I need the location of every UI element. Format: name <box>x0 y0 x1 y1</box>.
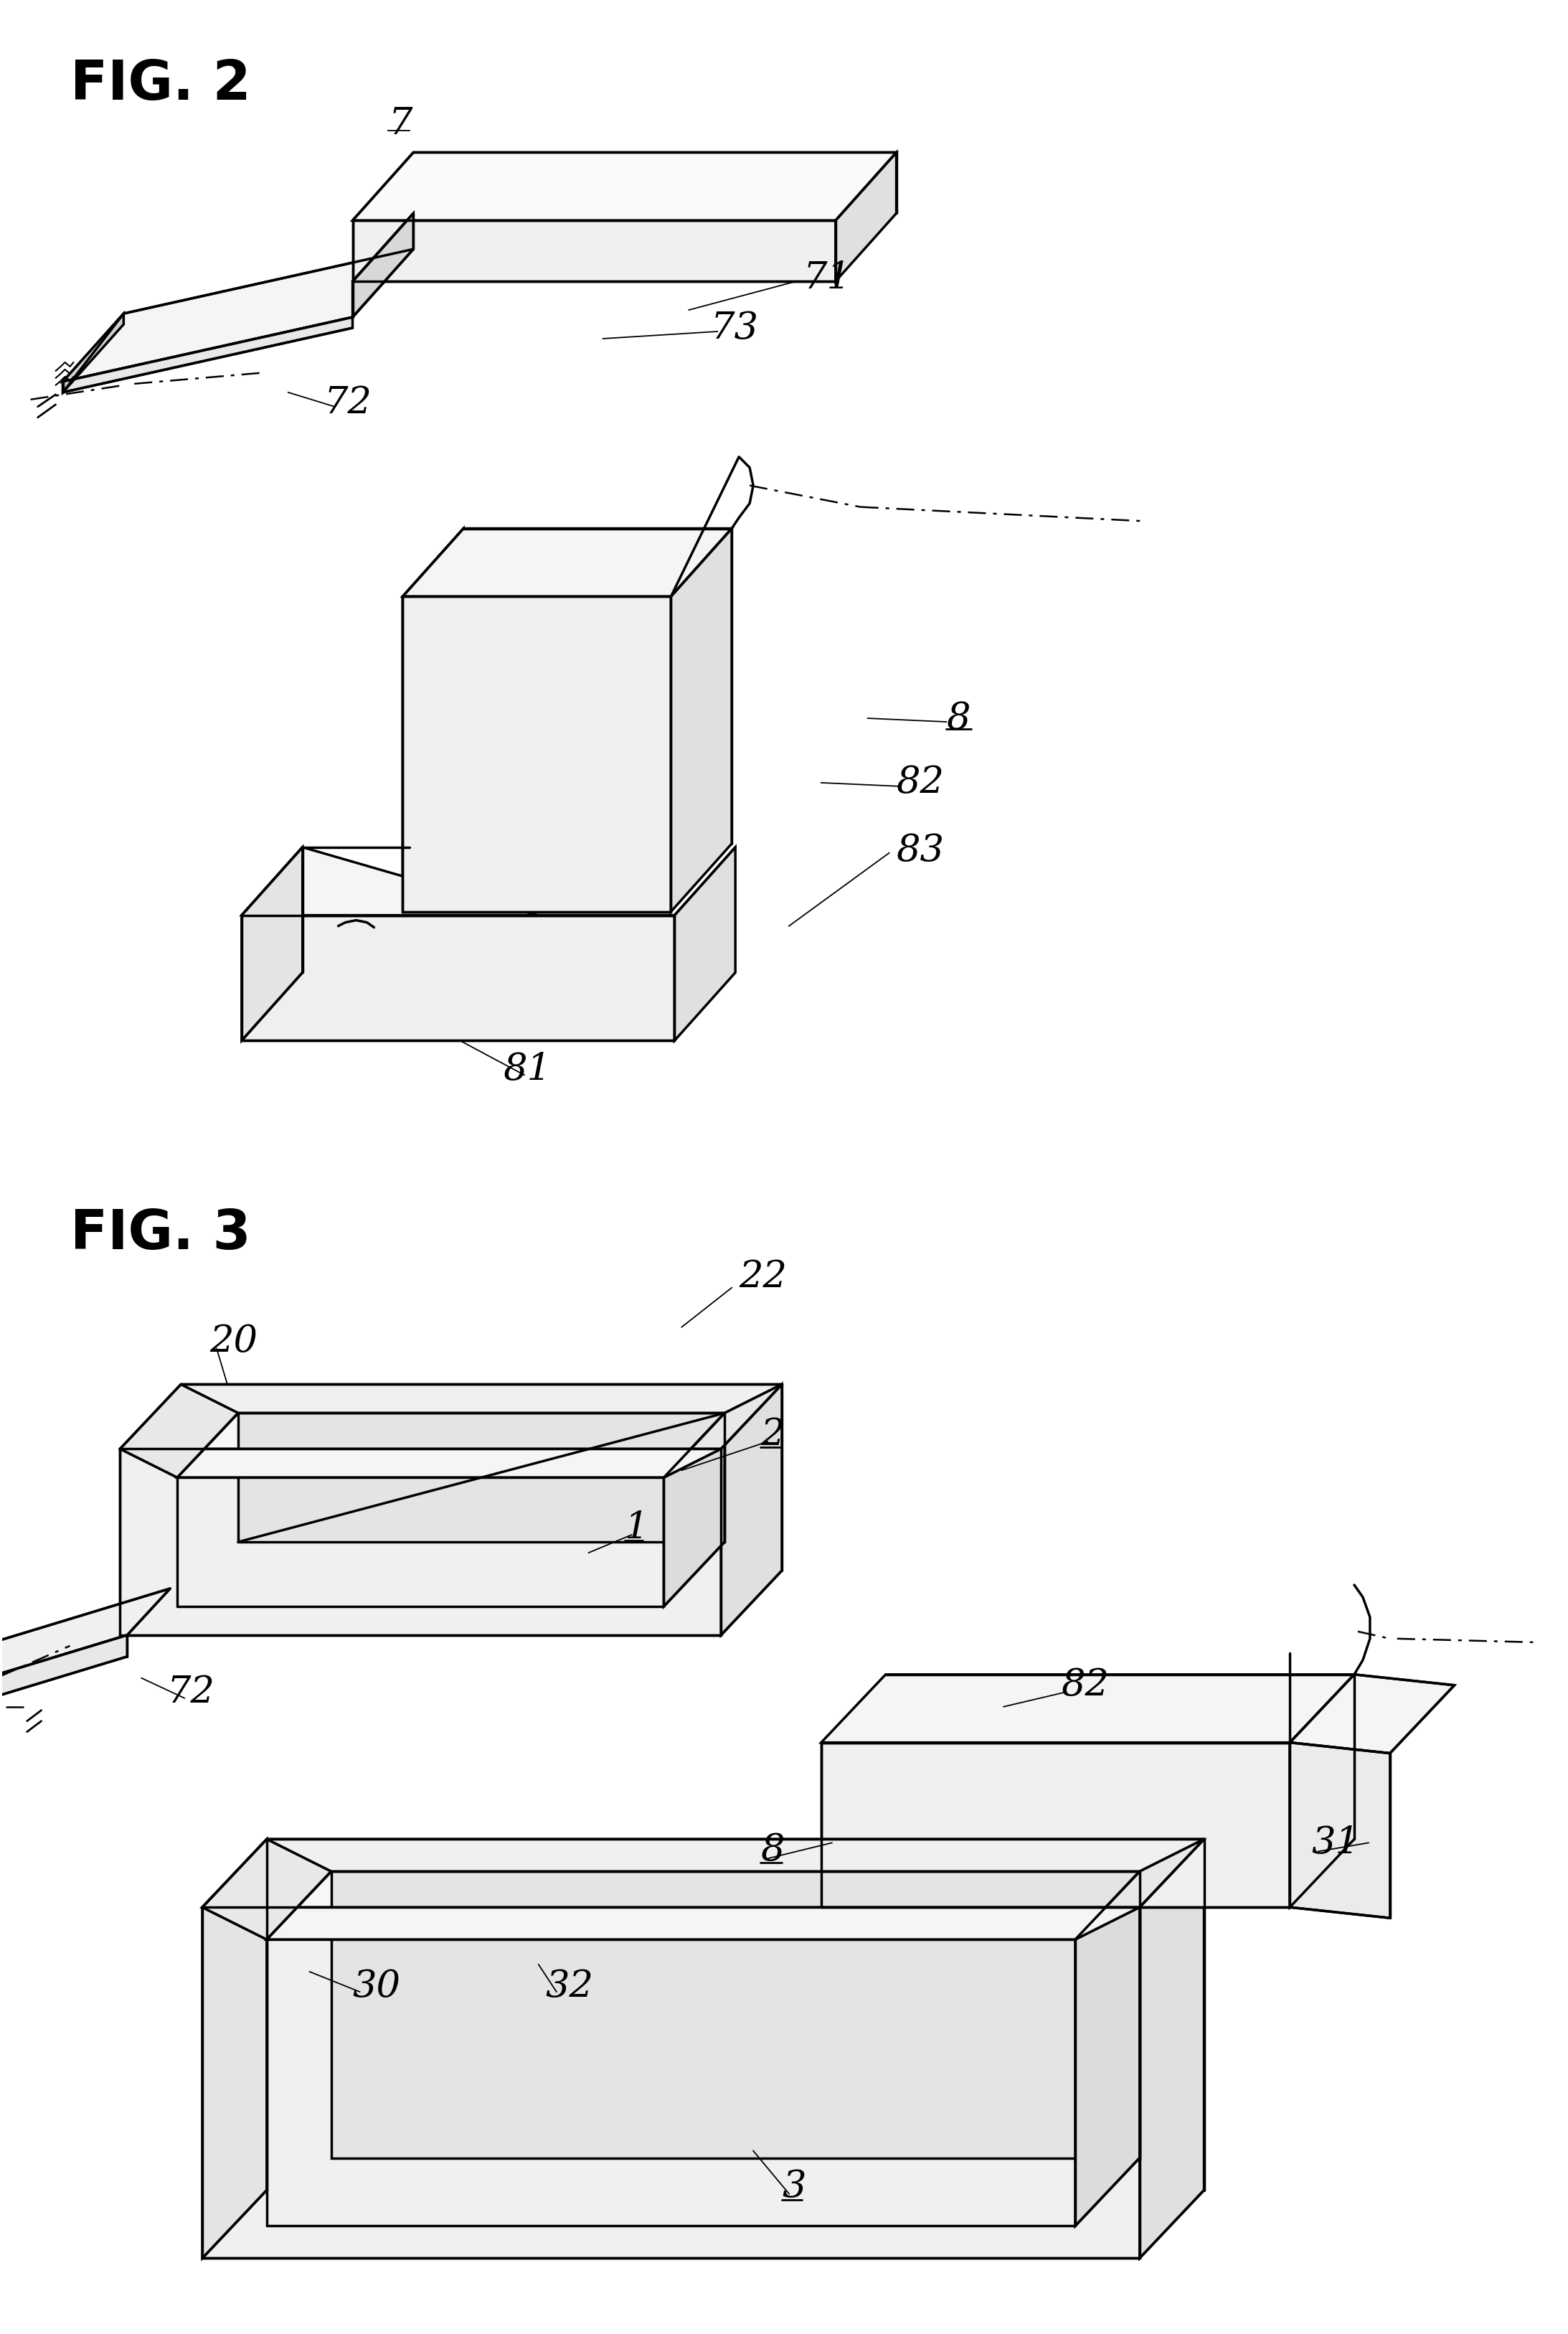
Polygon shape <box>663 1384 782 1477</box>
Text: 3: 3 <box>782 2168 806 2206</box>
Polygon shape <box>202 1839 267 2259</box>
Polygon shape <box>403 527 732 598</box>
Polygon shape <box>671 527 732 913</box>
Text: 20: 20 <box>210 1323 257 1361</box>
Text: 81: 81 <box>503 1050 550 1088</box>
Text: 31: 31 <box>1311 1825 1359 1860</box>
Polygon shape <box>238 1412 724 1543</box>
Polygon shape <box>1076 1839 1204 1940</box>
Text: 71: 71 <box>803 259 851 296</box>
Text: 7: 7 <box>389 105 412 142</box>
Polygon shape <box>267 1872 1140 1940</box>
Text: 8: 8 <box>947 700 971 738</box>
Polygon shape <box>721 1384 782 1636</box>
Polygon shape <box>353 212 414 282</box>
Text: 22: 22 <box>739 1258 787 1295</box>
Polygon shape <box>202 1907 1140 2259</box>
Polygon shape <box>241 847 303 1041</box>
Polygon shape <box>663 1412 724 1606</box>
Polygon shape <box>121 1449 721 1477</box>
Text: 72: 72 <box>325 385 372 422</box>
Polygon shape <box>63 317 353 392</box>
Text: 1: 1 <box>624 1510 649 1545</box>
Polygon shape <box>331 1872 1140 2159</box>
Text: 2: 2 <box>760 1417 784 1452</box>
Polygon shape <box>403 598 671 913</box>
Text: 82: 82 <box>897 766 944 801</box>
Text: 8: 8 <box>760 1832 784 1867</box>
Polygon shape <box>63 313 124 392</box>
Polygon shape <box>241 847 735 973</box>
Polygon shape <box>1076 1872 1140 2227</box>
Text: 82: 82 <box>1062 1666 1109 1704</box>
Polygon shape <box>177 1412 724 1477</box>
Polygon shape <box>267 1839 1204 1872</box>
Polygon shape <box>822 1743 1290 1907</box>
Polygon shape <box>63 250 414 383</box>
Polygon shape <box>202 1839 1204 1907</box>
Polygon shape <box>403 527 464 913</box>
Polygon shape <box>0 1589 169 1697</box>
Polygon shape <box>202 1839 331 1940</box>
Polygon shape <box>674 847 735 1041</box>
Text: FIG. 2: FIG. 2 <box>71 58 251 112</box>
Text: FIG. 3: FIG. 3 <box>71 1207 251 1260</box>
Polygon shape <box>180 1384 782 1412</box>
Polygon shape <box>1290 1673 1355 1907</box>
Polygon shape <box>0 1636 127 1718</box>
Polygon shape <box>241 915 674 1041</box>
Polygon shape <box>353 152 897 219</box>
Polygon shape <box>121 1449 721 1636</box>
Text: 73: 73 <box>710 310 759 345</box>
Text: 32: 32 <box>546 1968 594 2005</box>
Polygon shape <box>121 1384 238 1477</box>
Text: 72: 72 <box>166 1673 215 1711</box>
Polygon shape <box>1290 1743 1389 1919</box>
Polygon shape <box>353 219 836 282</box>
Polygon shape <box>353 212 414 317</box>
Polygon shape <box>1290 1673 1455 1753</box>
Polygon shape <box>836 152 897 282</box>
Text: 83: 83 <box>897 833 944 868</box>
Polygon shape <box>1140 1839 1204 2259</box>
Polygon shape <box>822 1673 1355 1743</box>
Polygon shape <box>202 1907 1140 1940</box>
Text: 30: 30 <box>353 1968 401 2005</box>
